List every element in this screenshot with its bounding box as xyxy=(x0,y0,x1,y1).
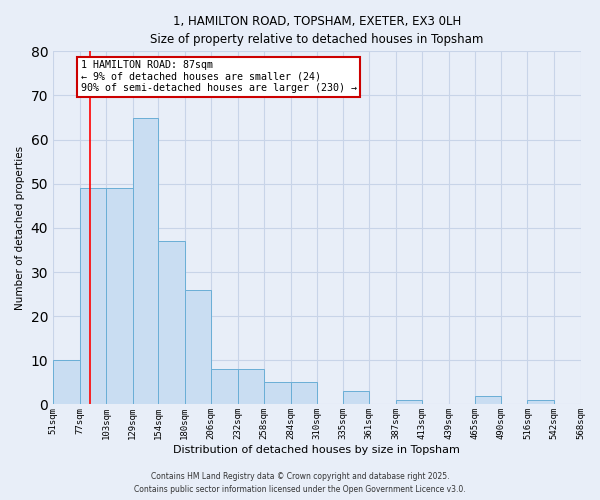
Title: 1, HAMILTON ROAD, TOPSHAM, EXETER, EX3 0LH
Size of property relative to detached: 1, HAMILTON ROAD, TOPSHAM, EXETER, EX3 0… xyxy=(150,15,484,46)
Bar xyxy=(343,391,370,404)
Bar xyxy=(106,188,133,404)
X-axis label: Distribution of detached houses by size in Topsham: Distribution of detached houses by size … xyxy=(173,445,460,455)
Bar xyxy=(185,290,211,405)
Text: 1 HAMILTON ROAD: 87sqm
← 9% of detached houses are smaller (24)
90% of semi-deta: 1 HAMILTON ROAD: 87sqm ← 9% of detached … xyxy=(80,60,356,94)
Y-axis label: Number of detached properties: Number of detached properties xyxy=(15,146,25,310)
Bar xyxy=(53,360,80,405)
Bar xyxy=(158,241,185,404)
Bar xyxy=(581,400,600,404)
Bar xyxy=(475,396,501,404)
Bar xyxy=(527,400,554,404)
Text: Contains HM Land Registry data © Crown copyright and database right 2025.
Contai: Contains HM Land Registry data © Crown c… xyxy=(134,472,466,494)
Bar xyxy=(133,118,158,405)
Bar xyxy=(80,188,106,404)
Bar xyxy=(291,382,317,404)
Bar xyxy=(264,382,291,404)
Bar xyxy=(396,400,422,404)
Bar xyxy=(238,369,264,404)
Bar xyxy=(211,369,238,404)
